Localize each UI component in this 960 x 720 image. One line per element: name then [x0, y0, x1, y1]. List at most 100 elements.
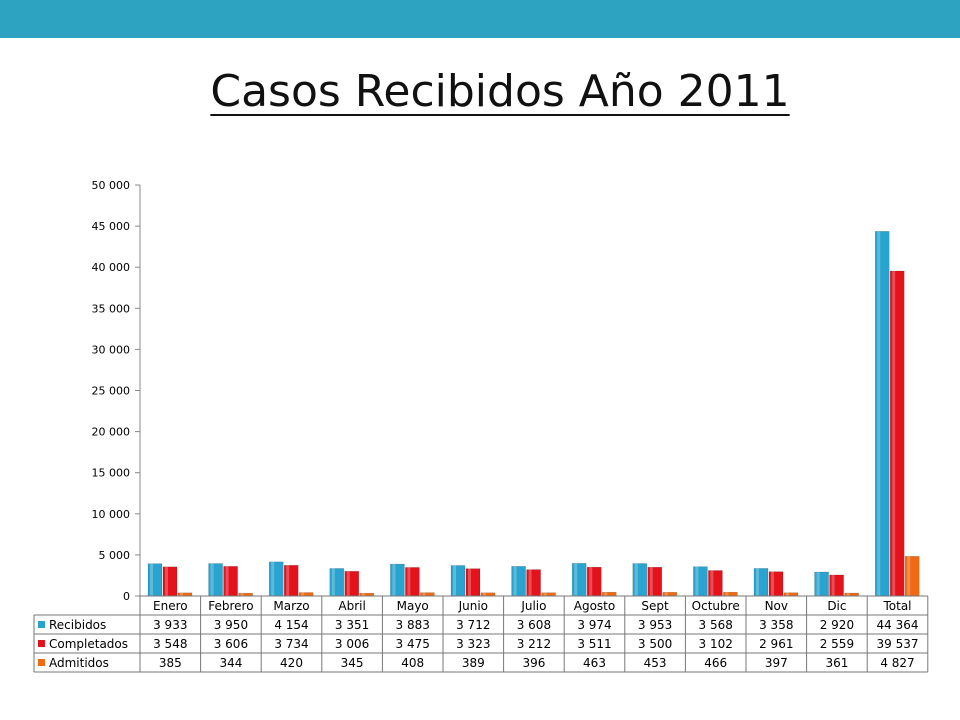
data-label: 3 323	[456, 637, 490, 651]
x-category-label: Febrero	[208, 599, 253, 613]
data-label: 3 006	[335, 637, 369, 651]
bar-highlight	[453, 565, 456, 596]
legend-swatch-admitidos	[38, 659, 45, 666]
y-tick-label: 0	[123, 590, 130, 603]
y-tick-label: 35 000	[92, 302, 131, 315]
data-label: 44 364	[877, 618, 919, 632]
bar-highlight	[589, 567, 593, 596]
data-label: 361	[825, 656, 848, 670]
x-category-label: Abril	[338, 599, 365, 613]
bar-highlight	[664, 592, 668, 596]
bar-highlight	[725, 592, 729, 596]
y-tick-label: 20 000	[92, 426, 131, 439]
y-tick-label: 45 000	[92, 220, 131, 233]
bar-highlight	[361, 593, 365, 596]
data-label: 3 883	[396, 618, 430, 632]
data-label: 3 953	[638, 618, 672, 632]
data-label: 3 475	[396, 637, 430, 651]
data-label: 396	[522, 656, 545, 670]
data-label: 389	[462, 656, 485, 670]
bar-highlight	[816, 571, 820, 596]
bar-highlight	[771, 571, 774, 596]
header-bar	[0, 0, 960, 38]
x-category-label: Nov	[765, 599, 788, 613]
data-label: 2 961	[759, 637, 793, 651]
legend-label-recibidos: Recibidos	[49, 618, 106, 632]
data-label: 3 933	[153, 618, 187, 632]
x-category-label: Sept	[641, 599, 669, 613]
legend-label-completados: Completados	[49, 637, 128, 651]
bar-highlight	[907, 556, 911, 596]
bar-highlight	[892, 271, 896, 596]
bar-highlight	[604, 592, 608, 596]
bar-highlight	[634, 563, 638, 596]
data-label: 3 500	[638, 637, 672, 651]
data-label: 385	[159, 656, 182, 670]
bar-highlight	[225, 566, 229, 596]
bar-highlight	[756, 568, 759, 596]
data-label: 408	[401, 656, 424, 670]
legend-swatch-recibidos	[38, 621, 45, 628]
legend-label-admitidos: Admitidos	[49, 656, 109, 670]
bar-highlight	[422, 592, 426, 596]
x-category-label: Agosto	[574, 599, 615, 613]
page-title: Casos Recibidos Año 2011	[210, 66, 790, 117]
data-label: 3 351	[335, 618, 369, 632]
bar-highlight	[165, 566, 168, 596]
y-tick-label: 5 000	[99, 549, 131, 562]
data-label: 466	[704, 656, 727, 670]
bar-highlight	[877, 231, 881, 596]
bar-highlight	[543, 592, 547, 596]
bar-highlight	[346, 571, 350, 596]
y-tick-label: 15 000	[92, 467, 131, 480]
bar-highlight	[710, 570, 714, 596]
data-label: 3 358	[759, 618, 793, 632]
data-label: 3 608	[517, 618, 551, 632]
bar-highlight	[528, 569, 532, 596]
data-label: 4 827	[880, 656, 914, 670]
y-tick-label: 40 000	[92, 261, 131, 274]
bar-highlight	[392, 564, 396, 596]
y-tick-label: 50 000	[92, 179, 131, 192]
bar-highlight	[180, 592, 183, 596]
data-label: 397	[765, 656, 788, 670]
data-label: 3 974	[577, 618, 611, 632]
x-category-label: Total	[882, 599, 911, 613]
bar-highlight	[846, 593, 850, 596]
bar-highlight	[210, 563, 214, 596]
y-tick-label: 30 000	[92, 343, 131, 356]
bar-highlight	[574, 563, 578, 596]
bar-highlight	[468, 568, 471, 596]
data-label: 345	[341, 656, 364, 670]
bar-highlight	[150, 563, 153, 596]
x-category-label: Octubre	[692, 599, 740, 613]
x-category-label: Junio	[458, 599, 488, 613]
data-label: 3 568	[699, 618, 733, 632]
x-category-label: Julio	[520, 599, 546, 613]
data-label: 3 606	[214, 637, 248, 651]
bar-highlight	[286, 565, 290, 596]
bar-highlight	[695, 566, 699, 596]
bar-highlight	[483, 592, 486, 596]
data-label: 344	[219, 656, 242, 670]
data-label: 3 548	[153, 637, 187, 651]
data-label: 4 154	[274, 618, 308, 632]
y-tick-label: 25 000	[92, 385, 131, 398]
data-label: 3 102	[699, 637, 733, 651]
data-label: 2 920	[820, 618, 854, 632]
y-tick-label: 10 000	[92, 508, 131, 521]
bar-highlight	[407, 567, 411, 596]
x-category-label: Enero	[153, 599, 188, 613]
legend-swatch-completados	[38, 640, 45, 647]
bar-highlight	[786, 592, 789, 596]
data-label: 3 212	[517, 637, 551, 651]
data-label: 3 712	[456, 618, 490, 632]
bar-highlight	[649, 567, 653, 596]
bar-highlight	[301, 592, 305, 596]
x-category-label: Dic	[827, 599, 846, 613]
x-category-label: Marzo	[273, 599, 309, 613]
bar-highlight	[271, 561, 275, 596]
data-label: 39 537	[877, 637, 919, 651]
bar-highlight	[331, 568, 335, 596]
